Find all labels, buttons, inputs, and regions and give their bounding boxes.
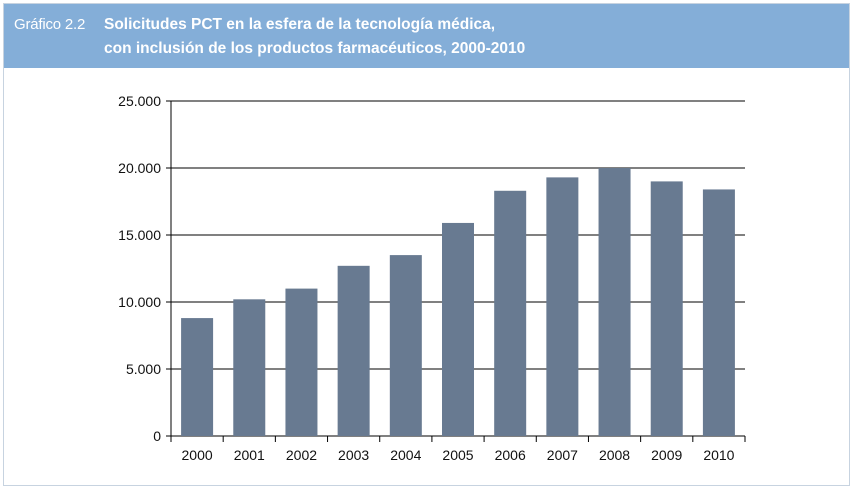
y-tick-label: 20.000 — [118, 160, 161, 176]
chart-title-line-1: Solicitudes PCT en la esfera de la tecno… — [104, 16, 496, 33]
x-tick-label: 2010 — [703, 447, 734, 463]
y-tick-label: 10.000 — [118, 294, 161, 310]
x-tick-label: 2003 — [338, 447, 369, 463]
bar — [389, 255, 422, 436]
bar — [181, 318, 214, 436]
y-tick-label: 25.000 — [118, 93, 161, 109]
figure-frame: Gráfico 2.2 Solicitudes PCT en la esfera… — [3, 3, 850, 486]
chart-title-line-2: con inclusión de los productos farmacéut… — [104, 40, 526, 57]
x-tick-label: 2000 — [182, 447, 213, 463]
x-tick-label: 2004 — [390, 447, 421, 463]
bar — [337, 265, 370, 436]
x-tick-label: 2008 — [599, 447, 630, 463]
bar — [442, 222, 474, 436]
x-tick-label: 2002 — [286, 447, 317, 463]
x-tick-label: 2001 — [234, 447, 265, 463]
x-tick-label: 2005 — [442, 447, 473, 463]
bar — [702, 189, 735, 436]
y-tick-label: 0 — [153, 428, 161, 444]
x-tick-label: 2007 — [547, 447, 578, 463]
figure-header: Gráfico 2.2 Solicitudes PCT en la esfera… — [4, 4, 849, 68]
figure-label: Gráfico 2.2 — [14, 16, 86, 33]
bar — [546, 177, 579, 436]
bar — [285, 288, 318, 436]
y-tick-label: 15.000 — [118, 227, 161, 243]
bar — [598, 168, 631, 436]
y-tick-label: 5.000 — [126, 361, 161, 377]
x-tick-label: 2009 — [651, 447, 682, 463]
bar — [494, 190, 527, 436]
bar — [233, 299, 266, 436]
x-tick-label: 2006 — [495, 447, 526, 463]
bar-chart: 0 5.000 10.000 15.000 20.000 25.000 2000 2001 20… — [118, 93, 746, 463]
bar — [650, 181, 683, 436]
